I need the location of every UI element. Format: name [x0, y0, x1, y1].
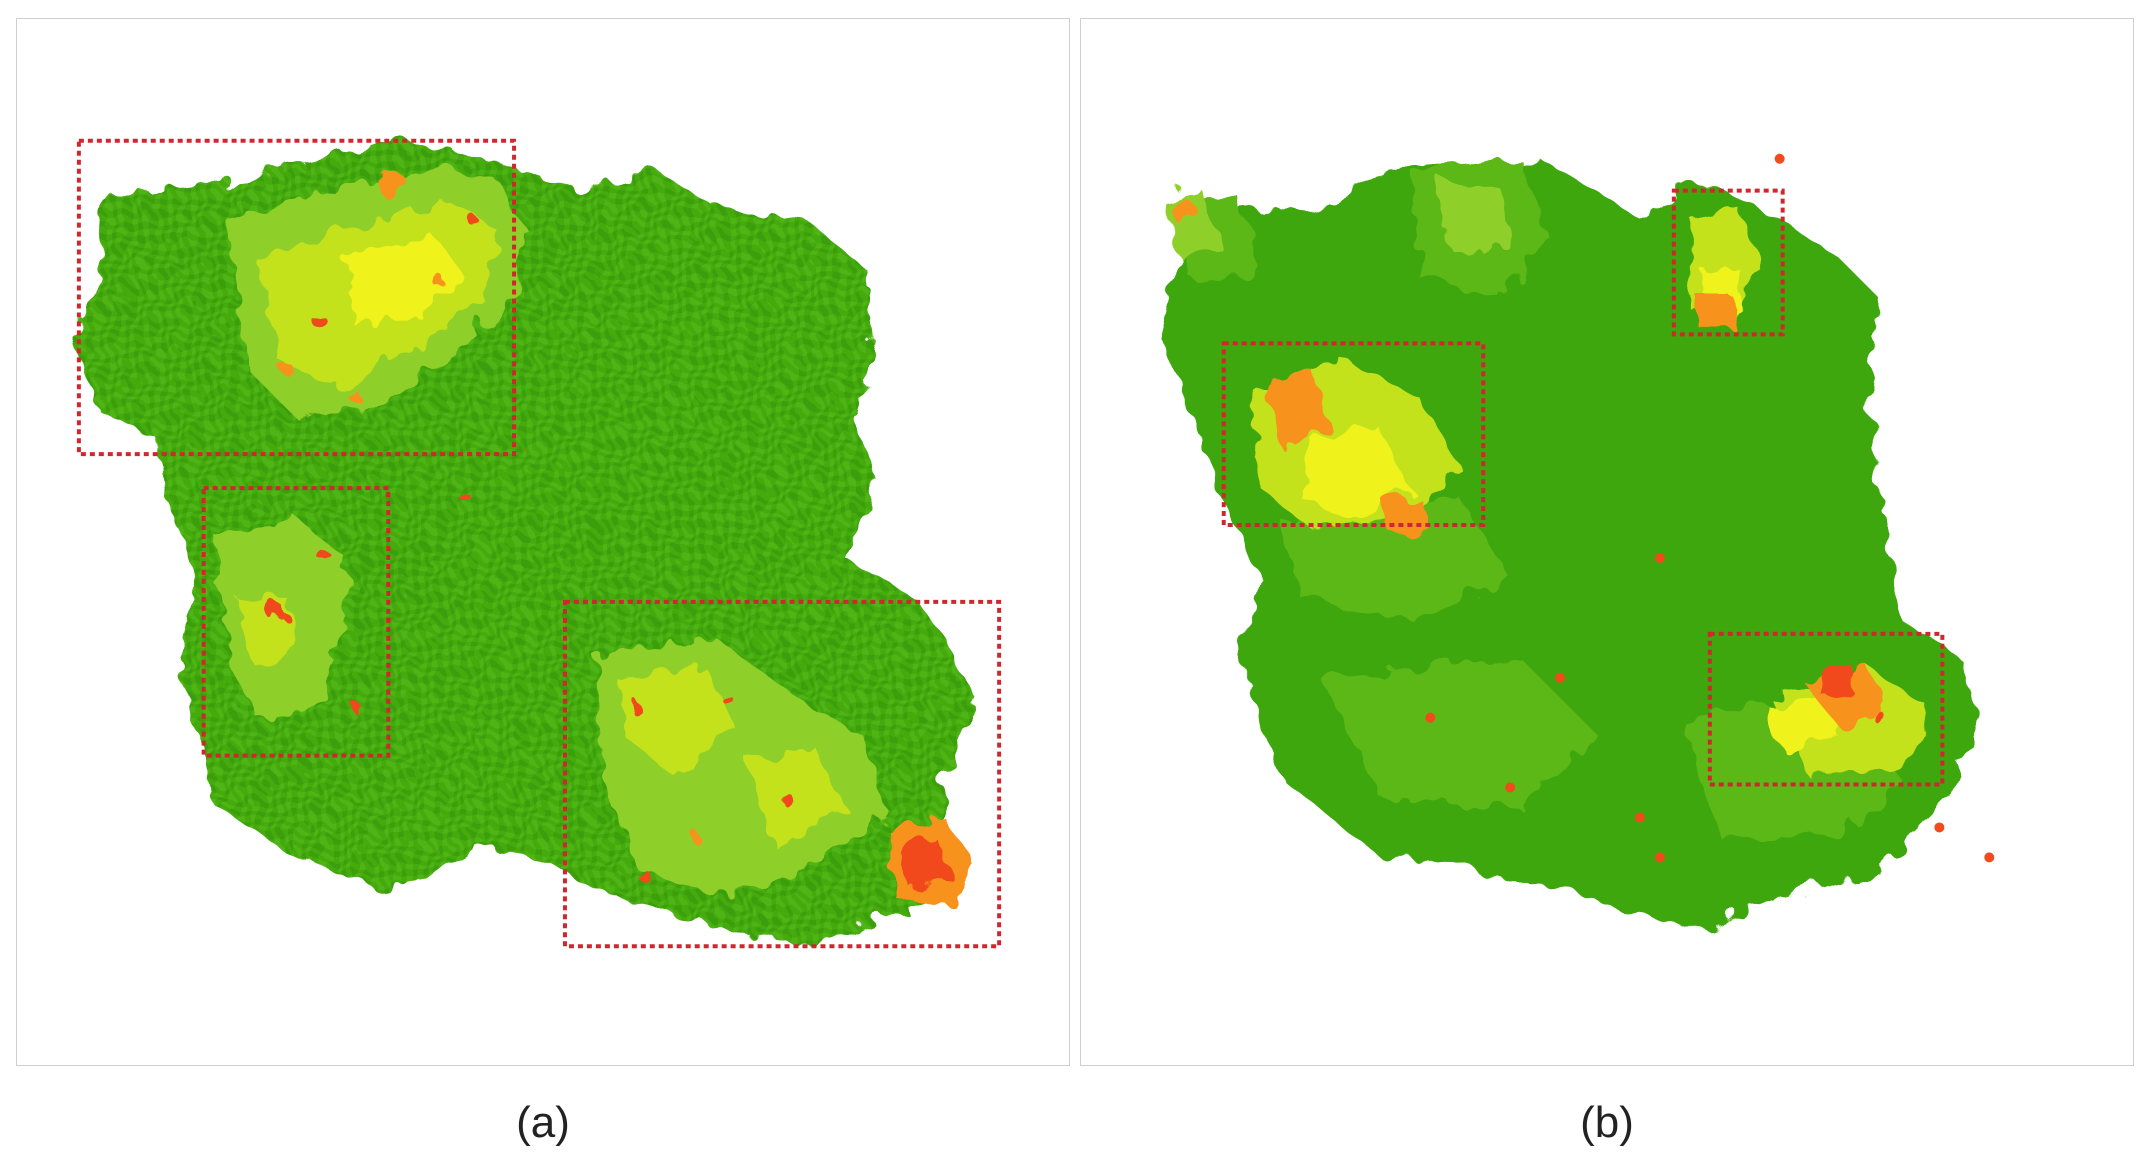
hotspot-northeast	[1689, 208, 1760, 329]
hotspot-nw	[226, 168, 527, 419]
map-panel-a	[16, 18, 1070, 1066]
hex-map-a	[76, 138, 1002, 949]
scattered-cells	[1425, 153, 1995, 863]
caption-b: (b)	[1580, 1098, 1634, 1147]
hotspot-se	[595, 637, 976, 908]
highlight-box-northeast	[1671, 188, 1785, 337]
highlight-box-nw	[76, 138, 517, 457]
highlight-box-southeast	[1707, 631, 1945, 787]
highlight-box-west	[1221, 341, 1486, 528]
hex-map-b	[1160, 153, 1995, 928]
highlight-box-se	[562, 599, 1002, 949]
caption-a: (a)	[516, 1098, 570, 1147]
map-panel-b	[1080, 18, 2134, 1066]
highlight-box-w	[201, 486, 391, 758]
hotspot-southeast	[1769, 662, 1930, 778]
hotspot-w	[216, 493, 472, 718]
hotspot-west	[1160, 188, 1461, 534]
